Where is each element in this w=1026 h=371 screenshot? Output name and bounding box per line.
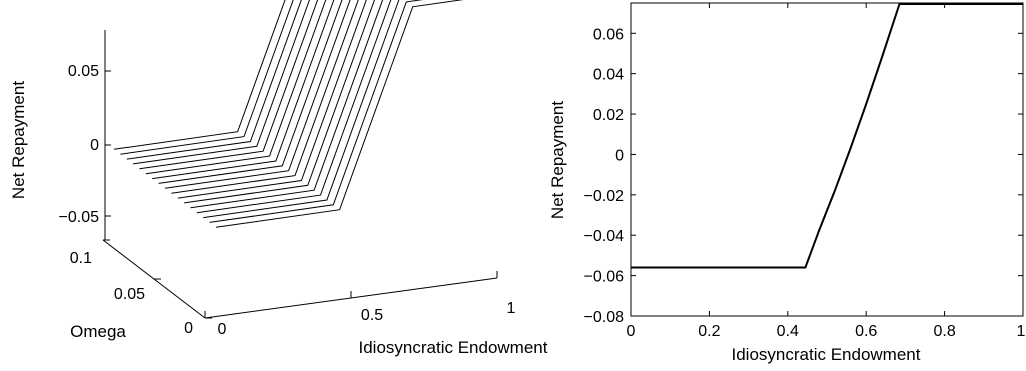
line-plot-2d: −0.08 −0.06 −0.04 −0.02 0 0.02 0.04 0.06 0 0.2 0.…: [548, 2, 1026, 364]
y-tick-label: 0: [615, 147, 624, 164]
surface-line: [215, 0, 464, 228]
y-tick-label: 0.06: [593, 26, 624, 43]
z-tick-label: −0.05: [59, 209, 100, 226]
y-axis-title: Net Repayment: [548, 101, 567, 219]
surface-line: [152, 0, 335, 180]
x-tick-label: 0.2: [698, 323, 720, 340]
z-tick-label: 0: [90, 137, 99, 154]
x-tick-label: 0.8: [933, 323, 955, 340]
y-tick-label: −0.04: [584, 228, 625, 245]
y-ticks: −0.08 −0.06 −0.04 −0.02 0 0.02 0.04 0.06: [584, 26, 1023, 326]
y-tick-label: −0.08: [584, 309, 625, 326]
x-tick-label: 0.4: [777, 323, 799, 340]
surface-line: [209, 0, 424, 223]
y-tick-label: −0.06: [584, 269, 625, 286]
surface-line: [203, 0, 400, 219]
x-tick-label: 0: [218, 321, 227, 338]
x-tick-label: 1: [507, 300, 516, 317]
surface-line: [196, 0, 392, 214]
surface-line: [164, 0, 351, 189]
y-tick-label: 0.1: [70, 250, 92, 267]
y-tick-label: 0: [184, 320, 193, 337]
surface-line: [120, 0, 294, 155]
x-tick-label: 0.5: [361, 307, 383, 324]
y-tick-label: 0.05: [114, 286, 145, 303]
x-ticks: 0 0.2 0.4 0.6 0.8 1: [627, 3, 1026, 340]
x-tick-label: 0.6: [855, 323, 877, 340]
y-tick-label: −0.02: [584, 188, 625, 205]
surface-line: [145, 0, 327, 175]
plot-frame: [630, 2, 1024, 317]
x-axis-title: Idiosyncratic Endowment: [732, 345, 921, 364]
y-axis-title: Omega: [70, 322, 126, 341]
x-axis: 0 0.5 1 Idiosyncratic Endowment: [204, 271, 548, 357]
surface-line: [126, 0, 302, 160]
y-axis: 0.1 0.05 0 Omega: [70, 239, 212, 341]
z-axis-title: Net Repayment: [9, 81, 28, 199]
y-tick-label: 0.02: [593, 107, 624, 124]
surface-line: [158, 0, 343, 184]
series-line: [631, 3, 1023, 269]
surface-line: [139, 0, 319, 170]
surface-line: [171, 0, 359, 194]
x-tick-label: 0: [627, 323, 636, 340]
surface-lines: [113, 0, 464, 228]
surface-plot-3d: −0.05 0 0.05 Net Repayment 0.1 0.05 0 Om…: [9, 0, 548, 357]
z-axis: −0.05 0 0.05 Net Repayment: [9, 30, 111, 240]
z-tick-label: 0.05: [68, 63, 99, 80]
surface-line: [113, 0, 286, 150]
surface-line: [190, 0, 384, 209]
surface-line: [133, 0, 310, 165]
surface-line: [184, 0, 375, 204]
x-axis-title: Idiosyncratic Endowment: [359, 338, 548, 357]
y-tick-label: 0.04: [593, 67, 624, 84]
surface-line: [177, 0, 367, 199]
x-tick-label: 1: [1017, 323, 1026, 340]
